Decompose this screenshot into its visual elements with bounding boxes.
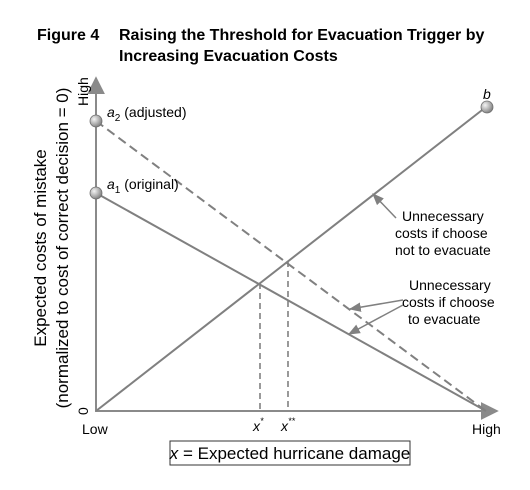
y-axis-high-label: High <box>75 77 91 106</box>
annotation-evacuate-line3: to evacuate <box>408 311 481 327</box>
line-a2-evacuate-adjusted <box>95 120 487 412</box>
annotation-not-evacuate-arrow <box>372 193 397 219</box>
y-axis-zero-label: 0 <box>75 407 91 415</box>
figure-number: Figure 4 <box>37 27 99 44</box>
point-a1 <box>89 186 103 200</box>
x-axis-high-label: High <box>472 421 501 437</box>
point-a1-label: a1 (original) <box>107 176 179 196</box>
figure-title-line1: Raising the Threshold for Evacuation Tri… <box>119 27 484 44</box>
y-axis-title-line2: (normalized to cost of correct decision … <box>53 88 72 409</box>
figure-title-line2: Increasing Evacuation Costs <box>119 48 338 65</box>
line-a1-evacuate-original <box>95 192 487 412</box>
annotation-not-evacuate: Unnecessary costs if choose not to evacu… <box>395 208 492 258</box>
x-axis-caption-box <box>169 440 411 466</box>
annotation-evacuate-line2: costs if choose <box>402 294 495 310</box>
annotation-not-evacuate-line2: costs if choose <box>395 225 488 241</box>
point-b-label: b <box>483 86 491 102</box>
x-axis-caption: x = Expected hurricane damage <box>169 444 411 463</box>
x-axis-caption-text: = Expected hurricane damage <box>178 444 410 463</box>
annotation-evacuate-arrow-upper <box>348 299 404 312</box>
x-axis-low-label: Low <box>82 421 109 437</box>
x-star-label: x* <box>252 416 264 434</box>
y-axis-title-line1: Expected costs of mistake <box>31 149 50 346</box>
annotation-evacuate-arrow-lower <box>347 304 404 335</box>
line-b-not-evacuate <box>95 106 487 412</box>
point-b <box>480 100 494 114</box>
point-a2 <box>89 114 103 128</box>
x-axis-caption-variable: x <box>169 444 179 463</box>
annotation-not-evacuate-line1: Unnecessary <box>402 208 484 224</box>
annotation-not-evacuate-line3: not to evacuate <box>395 242 491 258</box>
point-a2-label: a2 (adjusted) <box>107 104 187 124</box>
annotation-evacuate: Unnecessary costs if choose to evacuate <box>402 277 499 327</box>
x-star-star-label: x** <box>280 416 296 434</box>
annotation-evacuate-line1: Unnecessary <box>409 277 491 293</box>
